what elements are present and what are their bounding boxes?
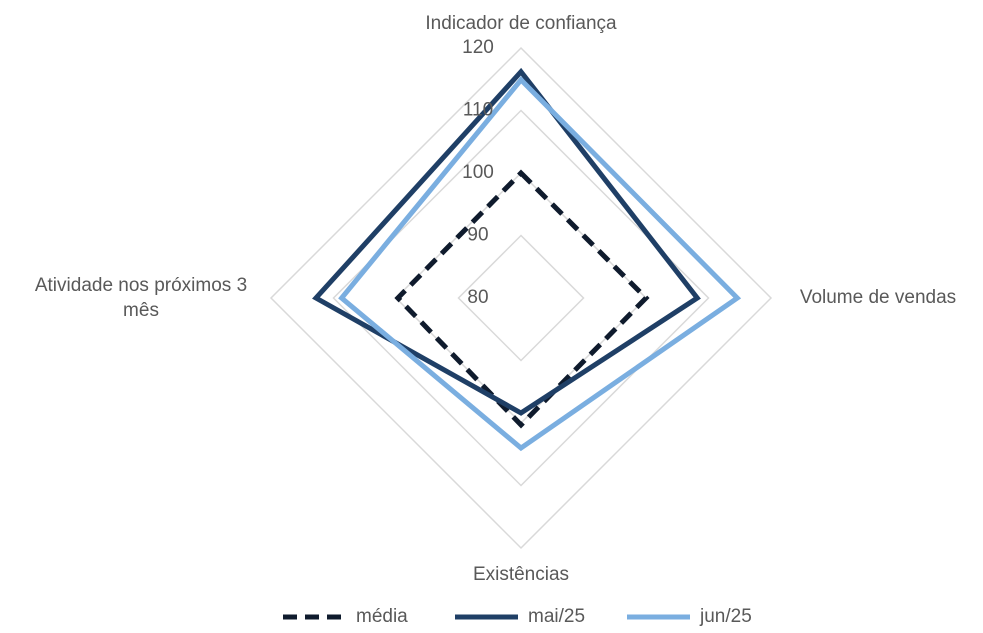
legend-label: média xyxy=(356,606,408,627)
legend-label: mai/25 xyxy=(528,606,585,627)
series-line xyxy=(312,67,701,416)
legend-label: jun/25 xyxy=(699,606,752,627)
axis-label: Volume de vendas xyxy=(800,287,956,308)
grid-ring xyxy=(457,234,585,362)
r-tick-label: 120 xyxy=(462,37,494,58)
r-tick-label: 90 xyxy=(467,225,488,246)
grid-ring xyxy=(269,46,773,550)
grid-ring xyxy=(332,109,710,487)
axis-label-line: mês xyxy=(123,300,159,321)
axis-label: Atividade nos próximos 3 mês xyxy=(35,275,247,321)
axis-label-line: Atividade nos próximos 3 xyxy=(35,275,247,296)
r-tick-label: 80 xyxy=(467,287,488,308)
r-tick-label: 100 xyxy=(462,162,494,183)
axis-label: Existências xyxy=(473,564,569,585)
series-line xyxy=(338,76,742,452)
axis-label: Indicador de confiança xyxy=(425,13,617,34)
series-line xyxy=(394,169,650,429)
r-tick-label: 110 xyxy=(463,100,493,121)
